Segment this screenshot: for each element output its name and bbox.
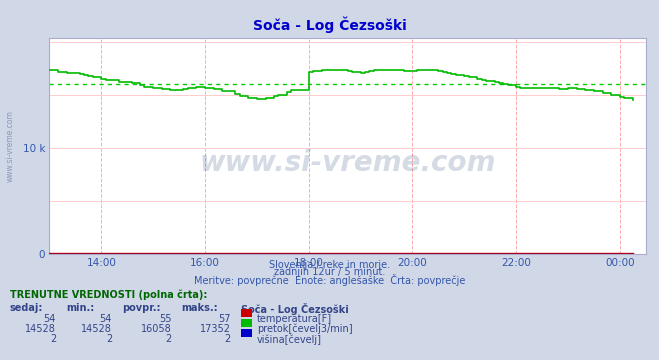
Text: 2: 2 [165, 334, 171, 344]
Text: www.si-vreme.com: www.si-vreme.com [6, 110, 15, 182]
Text: 2: 2 [225, 334, 231, 344]
Text: min.:: min.: [66, 303, 94, 313]
Text: 57: 57 [218, 314, 231, 324]
Text: Meritve: povprečne  Enote: anglešaške  Črta: povprečje: Meritve: povprečne Enote: anglešaške Črt… [194, 274, 465, 286]
Text: 14528: 14528 [25, 324, 56, 334]
Text: 2: 2 [50, 334, 56, 344]
Text: pretok[čevelj3/min]: pretok[čevelj3/min] [257, 324, 353, 334]
Text: 16058: 16058 [140, 324, 171, 334]
Text: 55: 55 [159, 314, 171, 324]
Text: 54: 54 [43, 314, 56, 324]
Text: Soča - Log Čezsoški: Soča - Log Čezsoški [241, 303, 349, 315]
Text: višina[čevelj]: višina[čevelj] [257, 334, 322, 345]
Text: 54: 54 [100, 314, 112, 324]
Text: www.si-vreme.com: www.si-vreme.com [200, 149, 496, 177]
Text: maks.:: maks.: [181, 303, 218, 313]
Text: TRENUTNE VREDNOSTI (polna črta):: TRENUTNE VREDNOSTI (polna črta): [10, 290, 208, 300]
Text: zadnjih 12ur / 5 minut.: zadnjih 12ur / 5 minut. [273, 267, 386, 277]
Text: 2: 2 [106, 334, 112, 344]
Text: Slovenija / reke in morje.: Slovenija / reke in morje. [269, 260, 390, 270]
Text: 14528: 14528 [81, 324, 112, 334]
Text: Soča - Log Čezsoški: Soča - Log Čezsoški [252, 16, 407, 33]
Text: 17352: 17352 [200, 324, 231, 334]
Text: sedaj:: sedaj: [10, 303, 43, 313]
Text: povpr.:: povpr.: [122, 303, 160, 313]
Text: temperatura[F]: temperatura[F] [257, 314, 332, 324]
